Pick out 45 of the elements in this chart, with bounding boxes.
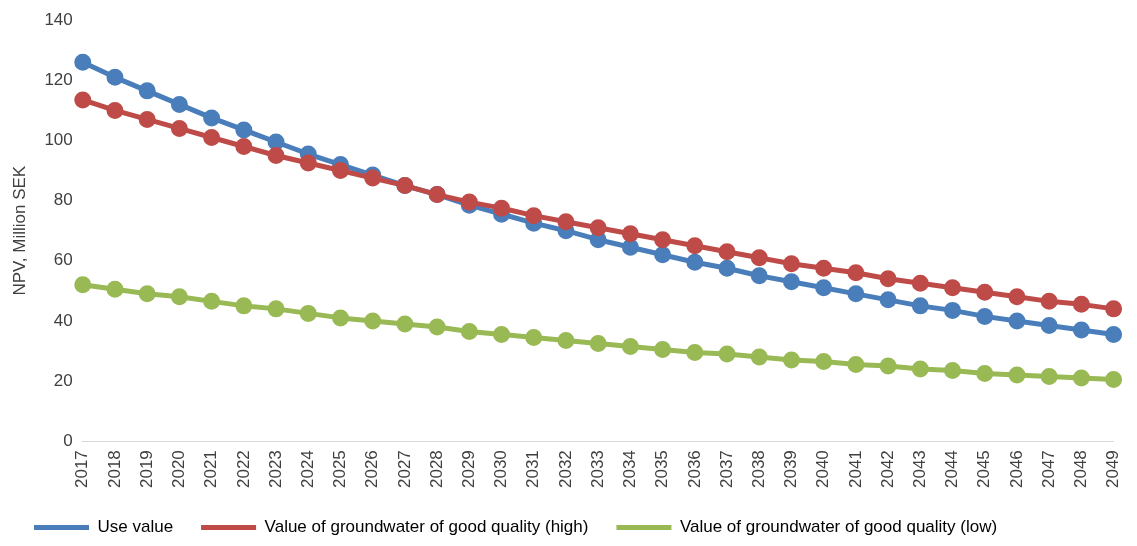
x-tick-label: 2021 [201, 450, 221, 489]
x-tick-label: 2048 [1071, 450, 1091, 489]
x-tick-label: 2027 [394, 450, 414, 489]
y-tick-label: 0 [63, 430, 73, 450]
x-tick-label: 2045 [974, 450, 994, 489]
x-tick-label: 2040 [813, 450, 833, 489]
x-tick-label: 2018 [104, 450, 124, 489]
x-tick-label: 2017 [72, 450, 92, 489]
x-tick-label: 2049 [1103, 450, 1123, 489]
x-tick-label: 2035 [652, 450, 672, 489]
x-tick-label: 2024 [297, 450, 317, 489]
legend-label: Use value [97, 517, 174, 537]
x-tick-label: 2025 [330, 450, 350, 489]
y-tick-label: 20 [53, 370, 73, 390]
x-tick-label: 2031 [523, 450, 543, 489]
x-tick-label: 2038 [748, 450, 768, 489]
x-tick-label: 2033 [587, 450, 607, 489]
y-tick-label: 140 [44, 9, 73, 29]
x-tick-label: 2022 [233, 450, 253, 489]
x-tick-label: 2019 [136, 450, 156, 489]
x-tick-label: 2042 [877, 450, 897, 489]
x-tick-label: 2023 [265, 450, 285, 489]
x-tick-label: 2036 [684, 450, 704, 489]
x-tick-label: 2030 [491, 450, 511, 489]
legend-label: Value of groundwater of good quality (low) [679, 517, 998, 537]
y-tick-label: 120 [44, 70, 73, 90]
y-tick-label: 80 [53, 190, 73, 210]
x-tick-label: 2032 [555, 450, 575, 489]
y-tick-label: 40 [53, 310, 73, 330]
x-tick-label: 2029 [459, 450, 479, 489]
x-tick-label: 2028 [426, 450, 446, 489]
y-tick-label: 60 [53, 250, 73, 270]
x-tick-label: 2039 [781, 450, 801, 489]
x-tick-label: 2046 [1006, 450, 1026, 489]
x-tick-label: 2043 [910, 450, 930, 489]
y-axis-title: NPV, Million SEK [9, 165, 29, 296]
x-tick-label: 2044 [942, 450, 962, 489]
x-tick-label: 2020 [169, 450, 189, 489]
x-tick-label: 2034 [620, 450, 640, 489]
x-tick-label: 2047 [1038, 450, 1058, 489]
x-tick-label: 2037 [716, 450, 736, 489]
y-tick-label: 100 [44, 130, 73, 150]
legend-label: Value of groundwater of good quality (high) [264, 517, 589, 537]
x-tick-label: 2026 [362, 450, 382, 489]
x-tick-label: 2041 [845, 450, 865, 489]
